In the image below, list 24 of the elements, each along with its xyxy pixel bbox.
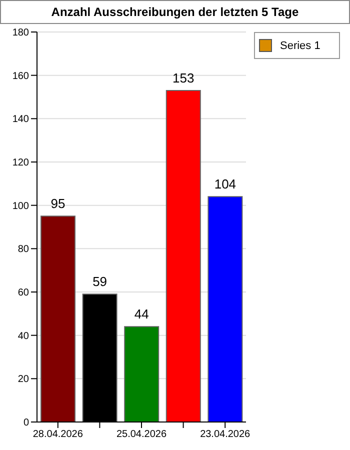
bar (40, 216, 76, 422)
bar (208, 196, 243, 422)
bar (124, 326, 160, 422)
y-tick-label: 180 (12, 28, 30, 39)
data-label: 44 (134, 306, 149, 322)
y-tick-label: 100 (12, 200, 30, 212)
text: Series 1 (280, 40, 320, 52)
data-label: 95 (50, 196, 66, 212)
y-tick-label: 160 (12, 70, 30, 82)
y-tick-label: 40 (18, 330, 30, 342)
y-tick-label: 0 (23, 418, 30, 429)
x-tick-label: 23.04.2026 (200, 429, 251, 440)
x-tick-label: 28.04.2026 (32, 429, 84, 440)
chart-title: Anzahl Ausschreibungen der letzten 5 Tage (0, 0, 350, 24)
y-tick-label: 20 (18, 374, 30, 386)
data-label: 59 (92, 274, 108, 290)
data-label: 153 (172, 70, 194, 86)
y-tick-label: 120 (12, 158, 30, 169)
data-label: 104 (214, 176, 236, 192)
bar (166, 90, 201, 422)
y-tick-label: 140 (12, 114, 30, 126)
x-tick-label: 25.04.2026 (116, 429, 167, 440)
y-tick-label: 80 (18, 244, 30, 256)
y-tick-label: 60 (18, 288, 30, 299)
